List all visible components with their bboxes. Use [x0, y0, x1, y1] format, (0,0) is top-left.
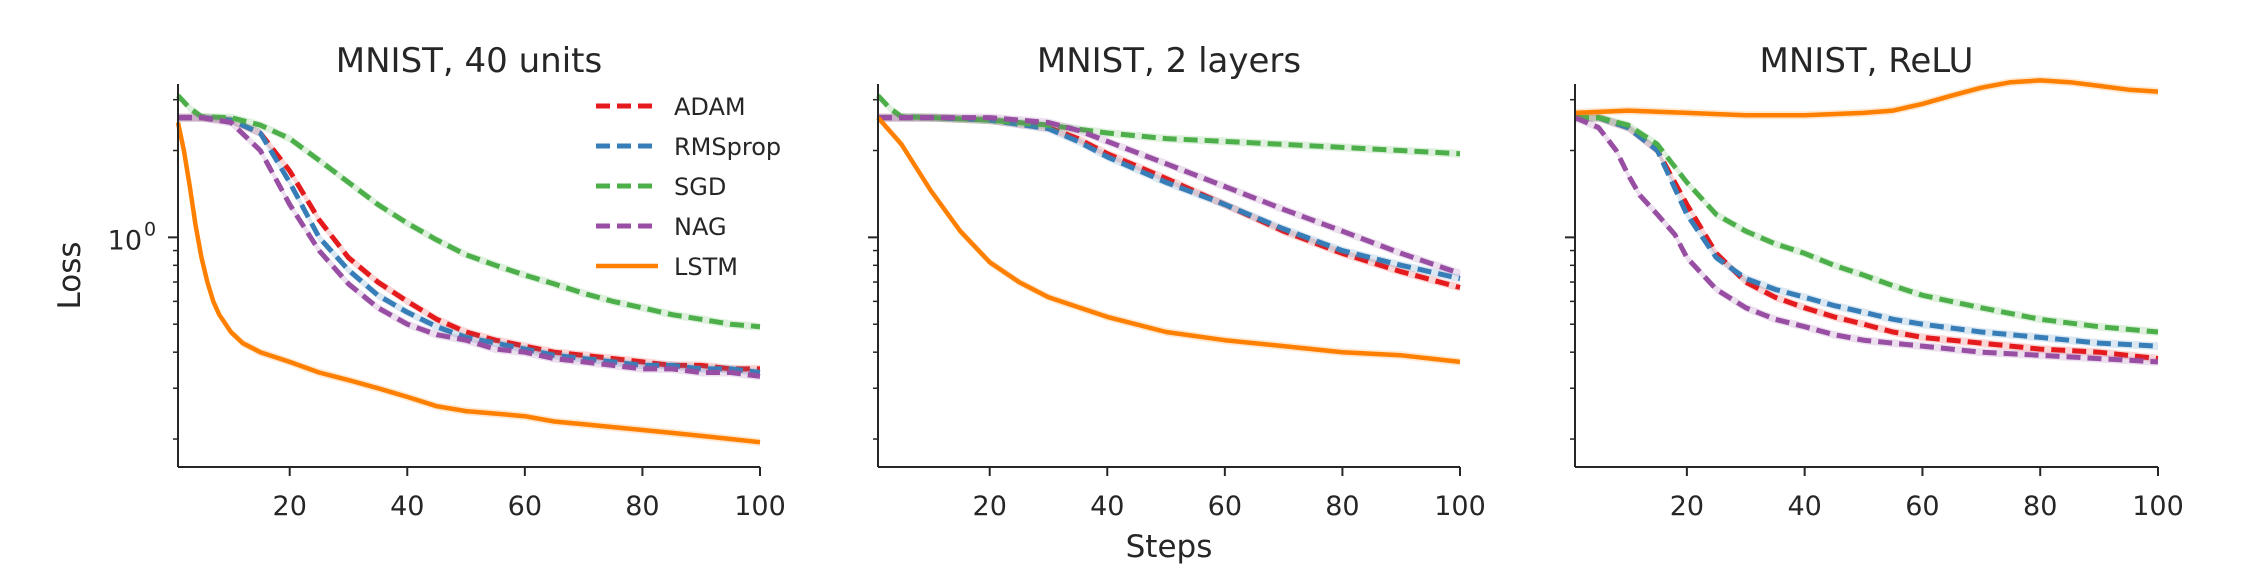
series-line-nag: [178, 115, 761, 379]
series-line-sgd: [1575, 115, 2159, 335]
x-tick-label: 100: [2132, 491, 2184, 522]
y-axis-label: Loss: [52, 242, 88, 310]
series-line-lstm: [1574, 78, 2159, 118]
series-line-sgd: [176, 93, 761, 330]
x-tick-label: 40: [390, 491, 424, 522]
series-band-rmsprop: [878, 113, 1460, 283]
chart-panel-2: MNIST, 2 layers 20 40 60 80 100 Steps: [868, 41, 1486, 565]
x-tick-label: 20: [273, 491, 307, 522]
series-line-adam: [178, 115, 760, 372]
x-tick-label: 60: [508, 491, 542, 522]
legend-label-lstm: LSTM: [674, 253, 738, 281]
x-tick-label: 100: [1434, 491, 1486, 522]
legend-label-sgd: SGD: [674, 173, 726, 201]
legend: ADAM RMSprop SGD NAG LSTM: [596, 93, 781, 281]
legend-label-nag: NAG: [674, 213, 727, 241]
chart-panel-3: MNIST, ReLU 20 40 60 80 100: [1565, 41, 2184, 522]
chart-title: MNIST, ReLU: [1760, 41, 1974, 81]
y-tick-exponent: 0: [144, 218, 156, 240]
x-tick-label: 80: [2023, 491, 2057, 522]
series-line-rmsprop: [178, 115, 761, 375]
x-tick-label: 80: [1325, 491, 1359, 522]
x-axis-label: Steps: [1126, 529, 1213, 565]
chart-title: MNIST, 2 layers: [1037, 41, 1301, 81]
series-line-nag: [1574, 115, 2159, 365]
x-tick-label: 100: [734, 491, 786, 522]
chart-title: MNIST, 40 units: [336, 41, 602, 81]
legend-label-rmsprop: RMSprop: [674, 133, 781, 161]
x-tick-label: 80: [625, 491, 659, 522]
series-line-lstm: [876, 116, 1461, 365]
series-band-lstm: [178, 118, 760, 447]
x-tick-label: 20: [1670, 491, 1704, 522]
series-line-adam: [1575, 115, 2159, 362]
x-tick-label: 20: [973, 491, 1007, 522]
chart-panel-1: MNIST, 40 units 20 40 60 80 100 10 0 Loss ADAM RMS…: [52, 41, 786, 522]
x-tick-label: 60: [1905, 491, 1939, 522]
series-line-sgd: [876, 93, 1461, 157]
x-tick-label: 60: [1208, 491, 1242, 522]
series-band-sgd: [178, 91, 760, 331]
series-line-nag: [878, 115, 1461, 276]
x-tick-label: 40: [1090, 491, 1124, 522]
legend-label-adam: ADAM: [674, 93, 746, 121]
x-tick-label: 40: [1787, 491, 1821, 522]
series-line-rmsprop: [1575, 115, 2159, 349]
series-line-lstm: [175, 122, 761, 445]
y-tick-label: 10: [108, 225, 142, 256]
